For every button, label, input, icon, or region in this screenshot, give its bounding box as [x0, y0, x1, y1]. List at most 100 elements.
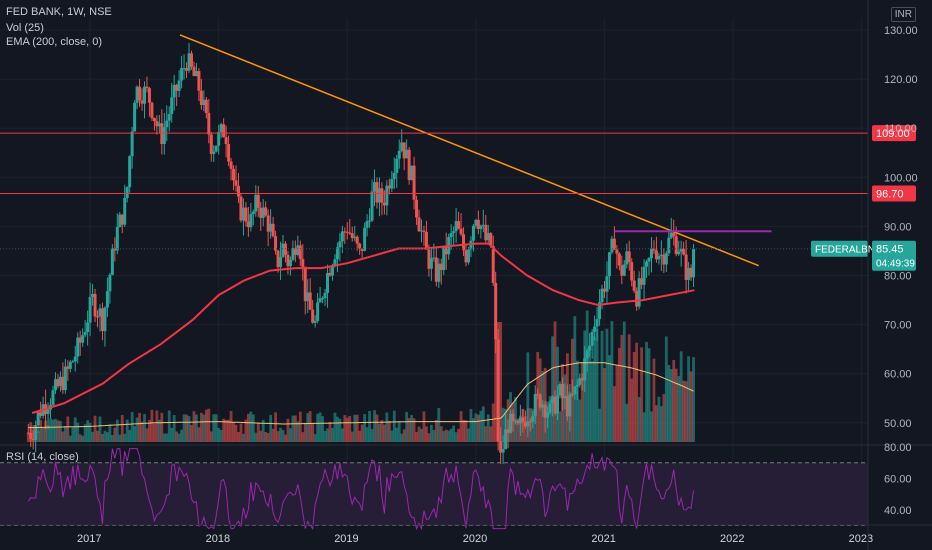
- currency-badge[interactable]: INR: [890, 7, 916, 22]
- candle-body: [254, 194, 258, 212]
- volume-bar: [293, 415, 297, 442]
- volume-bar: [56, 420, 60, 442]
- volume-bar: [637, 397, 641, 442]
- volume-bar: [659, 406, 663, 442]
- candle-body: [98, 308, 102, 317]
- volume-bar: [214, 414, 218, 442]
- resistance-price-badge: [872, 125, 916, 142]
- time-tick-label: 2019: [334, 533, 358, 545]
- candle-body: [39, 412, 43, 416]
- candle-body: [486, 233, 490, 241]
- candle-body: [150, 102, 154, 119]
- volume-bar: [462, 419, 465, 442]
- volume-bar: [432, 430, 436, 442]
- volume-bar: [657, 396, 661, 442]
- candle-body: [466, 249, 470, 263]
- candle-body: [373, 182, 377, 192]
- volume-bar: [284, 434, 287, 442]
- symbol-legend[interactable]: FED BANK, 1W, NSE: [6, 6, 112, 18]
- candle-body: [165, 120, 169, 128]
- volume-bar: [120, 414, 124, 442]
- volume-bar: [427, 433, 431, 442]
- volume-bar: [155, 410, 159, 442]
- candle-body: [427, 249, 431, 269]
- time-tick-label: 2020: [463, 533, 487, 545]
- candle-body: [526, 421, 530, 427]
- volume-bar: [516, 419, 520, 442]
- rsi-legend[interactable]: RSI (14, close): [6, 451, 79, 463]
- ticker-badge: [811, 240, 868, 257]
- volume-bar: [573, 316, 577, 442]
- candle-body: [91, 293, 95, 298]
- candle-body: [499, 441, 503, 453]
- volume-bar: [237, 431, 240, 442]
- candle-body: [617, 253, 621, 266]
- volume-bar: [407, 418, 411, 442]
- candle-body: [224, 137, 228, 144]
- candle-body: [115, 226, 119, 251]
- candle-body: [513, 420, 517, 422]
- candle-body: [588, 345, 592, 351]
- volume-bar: [632, 352, 636, 442]
- volume-bar: [308, 410, 312, 442]
- volume-bar: [449, 428, 453, 442]
- candle-body: [26, 432, 30, 434]
- candle-body: [565, 395, 569, 417]
- volume-bar: [254, 432, 258, 442]
- candle-body: [504, 429, 508, 450]
- candle-body: [387, 185, 391, 189]
- candle-body: [160, 123, 164, 145]
- candle-body: [162, 127, 166, 145]
- volume-bar: [580, 362, 584, 442]
- volume-bar: [242, 433, 245, 442]
- candle-body: [642, 266, 646, 285]
- candle-body: [400, 142, 404, 151]
- volume-bar: [128, 430, 132, 442]
- volume-legend[interactable]: Vol (25): [6, 22, 44, 34]
- volume-bar: [125, 419, 129, 442]
- volume-bar: [73, 417, 77, 442]
- candle-body: [229, 161, 233, 169]
- volume-bar: [298, 411, 302, 442]
- candle-body: [333, 259, 337, 266]
- candle-body: [578, 378, 582, 385]
- volume-bar: [185, 414, 188, 442]
- candle-body: [462, 234, 466, 251]
- candle-body: [239, 196, 243, 221]
- candle-body: [187, 53, 191, 71]
- candle-body: [375, 182, 379, 203]
- volume-bar: [526, 352, 530, 442]
- candle-body: [358, 243, 362, 249]
- volume-bar: [380, 420, 384, 442]
- volume-bar: [232, 422, 235, 442]
- volume-bar: [160, 412, 164, 442]
- candle-body: [36, 412, 40, 426]
- ema-legend[interactable]: EMA (200, close, 0): [6, 36, 102, 48]
- candle-body: [605, 276, 609, 292]
- candle-body: [501, 449, 505, 453]
- candle-body: [419, 230, 423, 232]
- candle-body: [476, 219, 480, 229]
- candle-body: [120, 214, 124, 225]
- candle-body: [281, 243, 285, 258]
- volume-bar: [338, 418, 342, 442]
- volume-bar: [276, 431, 280, 442]
- candle-body: [71, 361, 75, 363]
- candle-body: [457, 221, 461, 229]
- volume-bar: [172, 414, 176, 442]
- candle-body: [679, 248, 683, 252]
- volume-bar: [313, 434, 317, 442]
- volume-bar: [553, 321, 557, 442]
- volume-bar: [476, 414, 480, 442]
- candle-body: [298, 245, 302, 260]
- candle-body: [664, 253, 668, 265]
- candle-body: [598, 302, 602, 320]
- candle-body: [494, 282, 498, 340]
- candle-body: [232, 168, 236, 181]
- volume-bar: [145, 428, 149, 442]
- candle-body: [264, 207, 268, 216]
- candle-body: [155, 121, 159, 127]
- volume-bar: [212, 414, 216, 442]
- price-tick-label: 70.00: [884, 320, 912, 332]
